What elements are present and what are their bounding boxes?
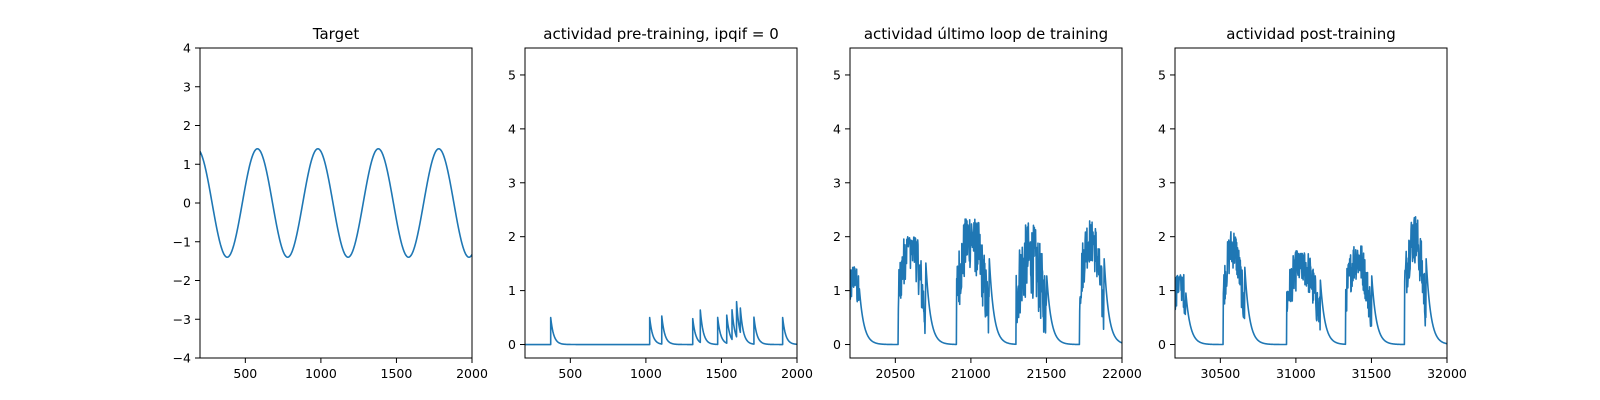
y-tick-label: 1	[183, 157, 191, 172]
chart-title: Target	[312, 25, 360, 43]
y-tick-label: 0	[183, 196, 191, 211]
y-tick-label: 4	[833, 121, 841, 136]
y-tick-label: 2	[508, 229, 516, 244]
chart-4: 30500 31000 31500 32000 0 1 2 3 4 5 actividad post…	[1158, 25, 1467, 381]
series-line	[850, 218, 1122, 346]
y-tick-label: −2	[173, 273, 191, 288]
y-tick-label: 4	[1158, 121, 1166, 136]
chart-3: 20500 21000 21500 22000 0 1 2 3 4 5 actividad últi…	[833, 25, 1142, 381]
x-tick-label: 31000	[1276, 366, 1316, 381]
y-tick-label: 0	[508, 337, 516, 352]
y-tick-label: 5	[833, 67, 841, 82]
chart-1: 500 1000 1500 2000 −4 −3 −2 −1 0 1 2 3 4 Target	[173, 25, 488, 381]
y-tick-label: 4	[183, 41, 191, 56]
y-tick-label: −4	[173, 351, 191, 366]
chart-title: actividad último loop de training	[864, 25, 1108, 43]
axes-frame	[849, 47, 1123, 359]
y-tick-label: 2	[1158, 229, 1166, 244]
chart-title: actividad pre-training, ipqif = 0	[543, 25, 779, 43]
y-tick-label: 1	[1158, 283, 1166, 298]
x-tick-label: 2000	[456, 366, 488, 381]
y-tick-label: 5	[508, 67, 516, 82]
y-tick-label: 0	[1158, 337, 1166, 352]
y-tick-label: 1	[833, 283, 841, 298]
x-tick-label: 20500	[875, 366, 915, 381]
y-tick-label: 2	[183, 118, 191, 133]
y-tick-label: 3	[833, 175, 841, 190]
x-tick-label: 21000	[951, 366, 991, 381]
x-tick-label: 1000	[630, 366, 662, 381]
x-tick-label: 22000	[1102, 366, 1142, 381]
x-tick-label: 1500	[706, 366, 738, 381]
axes-frame	[1174, 47, 1448, 359]
y-tick-label: 3	[183, 79, 191, 94]
x-tick-label: 31500	[1352, 366, 1392, 381]
chart-title: actividad post-training	[1226, 25, 1395, 43]
x-tick-label: 500	[233, 366, 257, 381]
y-tick-label: 3	[508, 175, 516, 190]
x-tick-label: 30500	[1200, 366, 1240, 381]
series-line	[525, 300, 797, 346]
y-tick-label: 3	[1158, 175, 1166, 190]
y-tick-label: 4	[508, 121, 516, 136]
series-line	[1175, 215, 1447, 346]
y-tick-label: 2	[833, 229, 841, 244]
axes-frame	[524, 47, 798, 359]
x-tick-label: 1000	[305, 366, 337, 381]
x-tick-label: 32000	[1427, 366, 1467, 381]
y-tick-label: −3	[173, 312, 191, 327]
y-tick-label: 0	[833, 337, 841, 352]
series-line	[200, 147, 472, 259]
y-tick-label: 1	[508, 283, 516, 298]
x-tick-label: 500	[558, 366, 582, 381]
x-tick-label: 2000	[781, 366, 813, 381]
x-tick-label: 1500	[381, 366, 413, 381]
chart-2: 500 1000 1500 2000 0 1 2 3 4 5 actividad pre-train…	[508, 25, 813, 381]
y-tick-label: 5	[1158, 67, 1166, 82]
x-tick-label: 21500	[1027, 366, 1067, 381]
y-tick-label: −1	[173, 234, 191, 249]
